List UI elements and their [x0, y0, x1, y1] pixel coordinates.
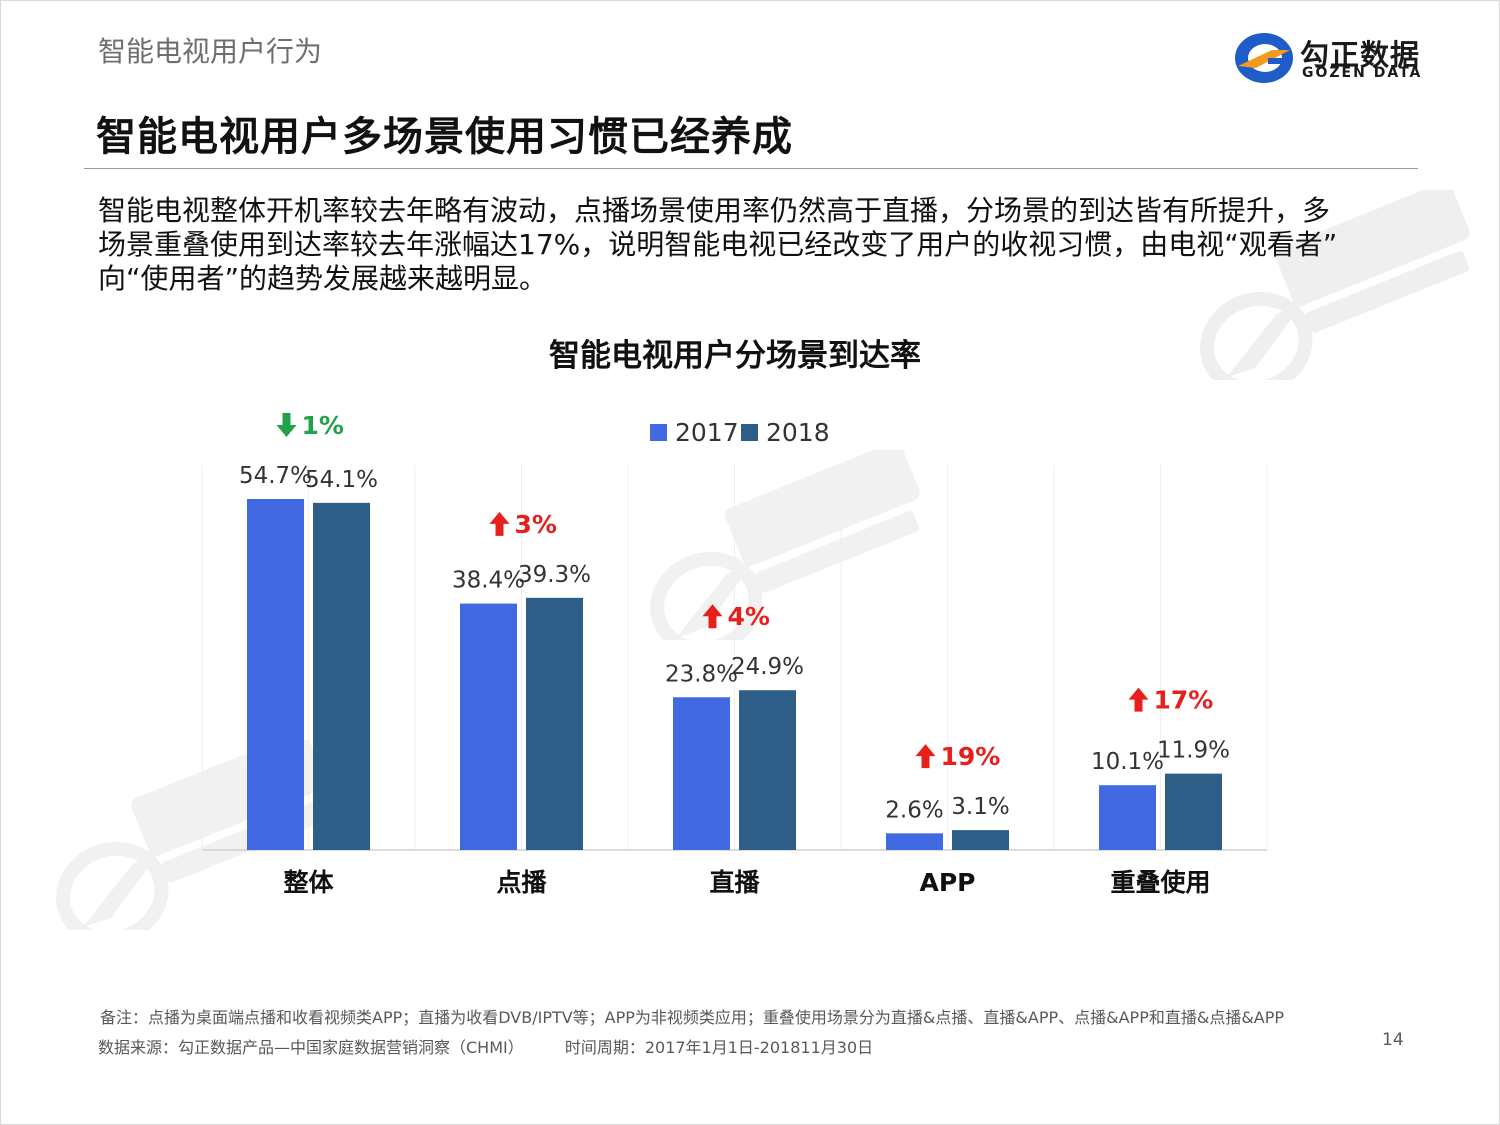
data-label: 10.1% [1091, 749, 1164, 775]
page-title: 智能电视用户多场景使用习惯已经养成 [96, 114, 793, 160]
chart-title: 智能电视用户分场景到达率 [549, 338, 921, 374]
data-label: 11.9% [1157, 738, 1230, 764]
arrow-up-icon [702, 604, 723, 629]
bar-2017 [886, 833, 943, 850]
x-tick-label: 直播 [709, 868, 760, 897]
bar-2018 [313, 502, 370, 850]
data-label: 3.1% [951, 794, 1009, 820]
description-line: 场景重叠使用到达率较去年涨幅达17%，说明智能电视已经改变了用户的收视习惯，由电… [98, 228, 1338, 261]
data-label: 23.8% [665, 661, 738, 687]
gozen-logo-icon [1235, 33, 1293, 83]
x-tick-label: 重叠使用 [1110, 868, 1210, 897]
bar-2018 [526, 597, 583, 850]
footnote: 备注：点播为桌面端点播和收看视频类APP；直播为收看DVB/IPTV等；APP为… [100, 1008, 1285, 1027]
arrow-up-icon [1128, 687, 1149, 712]
data-label: 24.9% [731, 654, 804, 680]
arrow-up-icon [915, 744, 936, 769]
page-number: 14 [1382, 1030, 1404, 1050]
brand-logo: 勾正数据 GOZEN DATA [1232, 30, 1432, 86]
bar-2018 [952, 830, 1009, 850]
source-text: 数据来源：勾正数据产品—中国家庭数据营销洞察（CHMI） [98, 1038, 524, 1057]
change-label: 1% [302, 411, 344, 440]
description: 智能电视整体开机率较去年略有波动，点播场景使用率仍然高于直播，分场景的到达皆有所… [98, 194, 1398, 296]
bar-2017 [1099, 785, 1156, 850]
change-label: 4% [728, 602, 770, 631]
title-divider [84, 168, 1418, 169]
bar-2017 [460, 603, 517, 850]
bar-2017 [247, 499, 304, 850]
data-label: 2.6% [885, 797, 943, 823]
legend-swatch [650, 424, 667, 441]
bar-2018 [1165, 773, 1222, 850]
data-label: 54.1% [305, 467, 378, 493]
data-source: 数据来源：勾正数据产品—中国家庭数据营销洞察（CHMI） 时间周期：2017年1… [98, 1034, 873, 1058]
bar-2017 [673, 697, 730, 850]
x-tick-label: 整体 [283, 868, 334, 897]
change-label: 19% [941, 742, 1001, 771]
arrow-down-icon [276, 413, 297, 438]
description-line: 向“使用者”的趋势发展越来越明显。 [98, 262, 548, 295]
section-title: 智能电视用户行为 [98, 35, 323, 68]
description-line: 智能电视整体开机率较去年略有波动，点播场景使用率仍然高于直播，分场景的到达皆有所… [98, 194, 1331, 227]
bar-2018 [739, 690, 796, 850]
x-tick-label: 点播 [496, 868, 547, 897]
arrow-up-icon [489, 511, 510, 536]
data-label: 54.7% [239, 463, 312, 489]
data-label: 38.4% [452, 568, 525, 594]
legend-label: 2017 [675, 418, 739, 447]
data-label: 39.3% [518, 562, 591, 588]
time-period: 时间周期：2017年1月1日-201811月30日 [564, 1038, 874, 1057]
change-label: 3% [515, 510, 557, 539]
logo-name-cn: 勾正数据 [1300, 38, 1421, 72]
x-tick-label: APP [920, 868, 976, 897]
logo-name-en: GOZEN DATA [1302, 65, 1423, 81]
legend-swatch [741, 424, 758, 441]
legend-label: 2018 [766, 418, 830, 447]
change-label: 17% [1154, 686, 1214, 715]
